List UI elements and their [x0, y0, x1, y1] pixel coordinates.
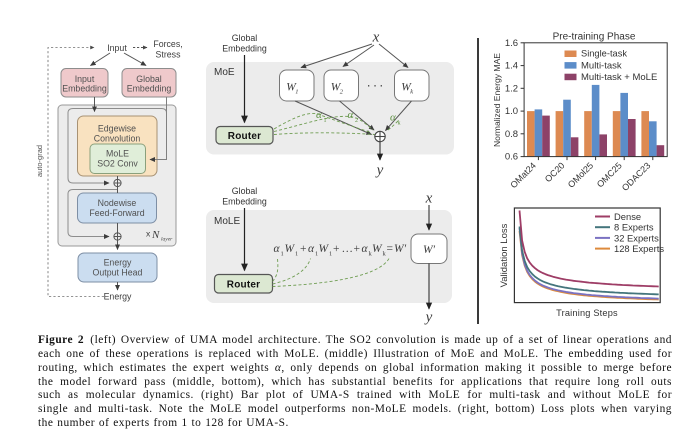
svg-text:W: W [286, 82, 297, 94]
svg-text:x: x [425, 191, 433, 207]
svg-text:MoLE: MoLE [214, 216, 240, 227]
svg-text:α: α [390, 112, 396, 124]
svg-text:+: + [354, 243, 361, 255]
svg-text:Input: Input [107, 43, 127, 53]
svg-text:MoLE: MoLE [106, 149, 129, 159]
svg-text:Input: Input [75, 74, 95, 84]
svg-text:OMol25: OMol25 [566, 160, 595, 189]
svg-text:x: x [372, 30, 380, 46]
svg-text:Output Head: Output Head [93, 268, 143, 278]
svg-text:Multi-task + MoLE: Multi-task + MoLE [581, 72, 657, 83]
svg-text:k: k [398, 121, 401, 127]
svg-text:W: W [331, 82, 342, 94]
svg-text:1.2: 1.2 [505, 83, 518, 94]
svg-text:1: 1 [281, 251, 284, 258]
svg-text:1.4: 1.4 [505, 61, 518, 72]
svg-text:1: 1 [295, 89, 298, 96]
svg-text:128 Experts: 128 Experts [614, 243, 664, 254]
svg-text:=: = [387, 243, 394, 255]
svg-text:α: α [348, 109, 354, 121]
svg-text:Pre-training Phase: Pre-training Phase [553, 32, 636, 43]
svg-text:x: x [146, 229, 151, 239]
svg-text:2: 2 [355, 118, 358, 124]
svg-text:MoE: MoE [214, 67, 235, 78]
svg-text:Feed-Forward: Feed-Forward [89, 208, 144, 218]
svg-text:Training Steps: Training Steps [556, 308, 618, 318]
svg-text:0.8: 0.8 [505, 129, 518, 140]
svg-text:Validation Loss: Validation Loss [499, 223, 510, 287]
svg-text:OMat24: OMat24 [508, 160, 538, 190]
svg-text:auto-grad: auto-grad [35, 145, 44, 177]
svg-text:OC20: OC20 [543, 160, 567, 184]
svg-text:y: y [424, 310, 433, 326]
svg-text:W′: W′ [394, 243, 407, 255]
svg-text:y: y [375, 163, 384, 179]
svg-text:Energy: Energy [104, 258, 132, 268]
svg-text:Router: Router [227, 279, 260, 290]
svg-text:+: + [333, 243, 340, 255]
svg-text:layer: layer [161, 237, 173, 243]
svg-text:1.0: 1.0 [505, 106, 518, 117]
svg-text:1: 1 [329, 251, 332, 258]
svg-text:k: k [383, 251, 387, 258]
svg-text:Single-task: Single-task [581, 49, 627, 59]
svg-text:1.6: 1.6 [505, 38, 518, 49]
svg-text:ODAC23: ODAC23 [620, 160, 653, 193]
svg-text:Global: Global [136, 74, 161, 84]
svg-text:Normalized Energy MAE: Normalized Energy MAE [492, 53, 502, 147]
svg-text:α: α [308, 243, 315, 255]
svg-text:Global: Global [232, 186, 257, 196]
svg-text:…: … [342, 243, 354, 255]
svg-text:α: α [274, 243, 281, 255]
svg-text:Multi-task: Multi-task [581, 60, 622, 71]
svg-text:Edgewise: Edgewise [98, 124, 136, 134]
svg-text:N: N [151, 229, 160, 241]
svg-text:k: k [369, 251, 373, 258]
svg-text:W: W [319, 243, 330, 255]
svg-text:Convolution: Convolution [94, 134, 141, 144]
svg-text:W′: W′ [423, 244, 436, 256]
svg-text:8 Experts: 8 Experts [614, 222, 654, 233]
svg-text:Forces,: Forces, [153, 39, 182, 49]
svg-text:1: 1 [315, 251, 318, 258]
svg-text:Dense: Dense [614, 211, 641, 222]
svg-text:Nodewise: Nodewise [98, 198, 137, 208]
svg-text:+: + [300, 243, 307, 255]
svg-text:1: 1 [324, 118, 327, 124]
svg-text:W: W [372, 243, 383, 255]
svg-text:32 Experts: 32 Experts [614, 232, 659, 243]
svg-text:W: W [285, 243, 296, 255]
svg-text:Embedding: Embedding [222, 44, 267, 54]
svg-text:α: α [362, 243, 369, 255]
svg-text:Energy: Energy [104, 292, 132, 302]
svg-text:2: 2 [340, 89, 344, 96]
svg-text:Router: Router [228, 131, 261, 142]
svg-text:···: ··· [367, 78, 386, 93]
svg-text:1: 1 [295, 251, 298, 258]
svg-text:SO2 Conv: SO2 Conv [97, 159, 138, 169]
svg-text:Global: Global [232, 33, 257, 43]
svg-text:Stress: Stress [156, 50, 182, 60]
svg-text:0.6: 0.6 [505, 152, 518, 163]
svg-text:k: k [410, 89, 413, 96]
svg-text:α: α [316, 109, 322, 121]
svg-text:Embedding: Embedding [127, 84, 172, 94]
svg-text:Embedding: Embedding [222, 197, 267, 207]
svg-text:W: W [401, 82, 412, 94]
svg-text:Embedding: Embedding [62, 84, 107, 94]
